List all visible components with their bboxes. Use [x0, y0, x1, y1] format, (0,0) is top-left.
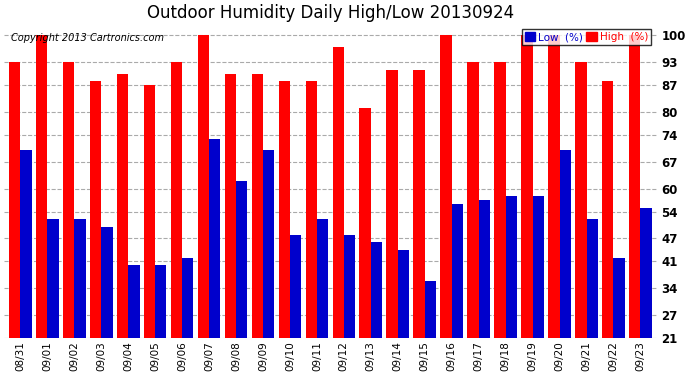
Bar [144, 85, 155, 338]
Bar [306, 81, 317, 338]
Bar [198, 35, 209, 338]
Bar [117, 74, 128, 338]
Bar [452, 204, 463, 338]
Bar [629, 35, 640, 338]
Bar [575, 62, 586, 338]
Bar [640, 208, 652, 338]
Bar [425, 280, 436, 338]
Bar [9, 62, 20, 338]
Text: Copyright 2013 Cartronics.com: Copyright 2013 Cartronics.com [10, 33, 164, 43]
Bar [344, 235, 355, 338]
Bar [560, 150, 571, 338]
Bar [36, 35, 48, 338]
Bar [359, 108, 371, 338]
Bar [48, 219, 59, 338]
Bar [317, 219, 328, 338]
Bar [225, 74, 236, 338]
Bar [209, 139, 220, 338]
Bar [440, 35, 452, 338]
Bar [171, 62, 182, 338]
Bar [252, 74, 263, 338]
Bar [371, 242, 382, 338]
Bar [155, 266, 166, 338]
Bar [182, 258, 193, 338]
Bar [397, 250, 409, 338]
Bar [386, 70, 397, 338]
Bar [128, 266, 139, 338]
Bar [236, 181, 247, 338]
Legend: Low  (%), High  (%): Low (%), High (%) [522, 29, 651, 45]
Bar [533, 196, 544, 338]
Bar [494, 62, 506, 338]
Bar [333, 47, 344, 338]
Bar [602, 81, 613, 338]
Bar [20, 150, 32, 338]
Bar [479, 200, 490, 338]
Bar [586, 219, 598, 338]
Bar [279, 81, 290, 338]
Bar [467, 62, 479, 338]
Bar [521, 35, 533, 338]
Bar [263, 150, 275, 338]
Title: Outdoor Humidity Daily High/Low 20130924: Outdoor Humidity Daily High/Low 20130924 [147, 4, 514, 22]
Bar [290, 235, 302, 338]
Bar [90, 81, 101, 338]
Bar [75, 219, 86, 338]
Bar [101, 227, 112, 338]
Bar [63, 62, 75, 338]
Bar [549, 35, 560, 338]
Bar [506, 196, 517, 338]
Bar [413, 70, 425, 338]
Bar [613, 258, 624, 338]
